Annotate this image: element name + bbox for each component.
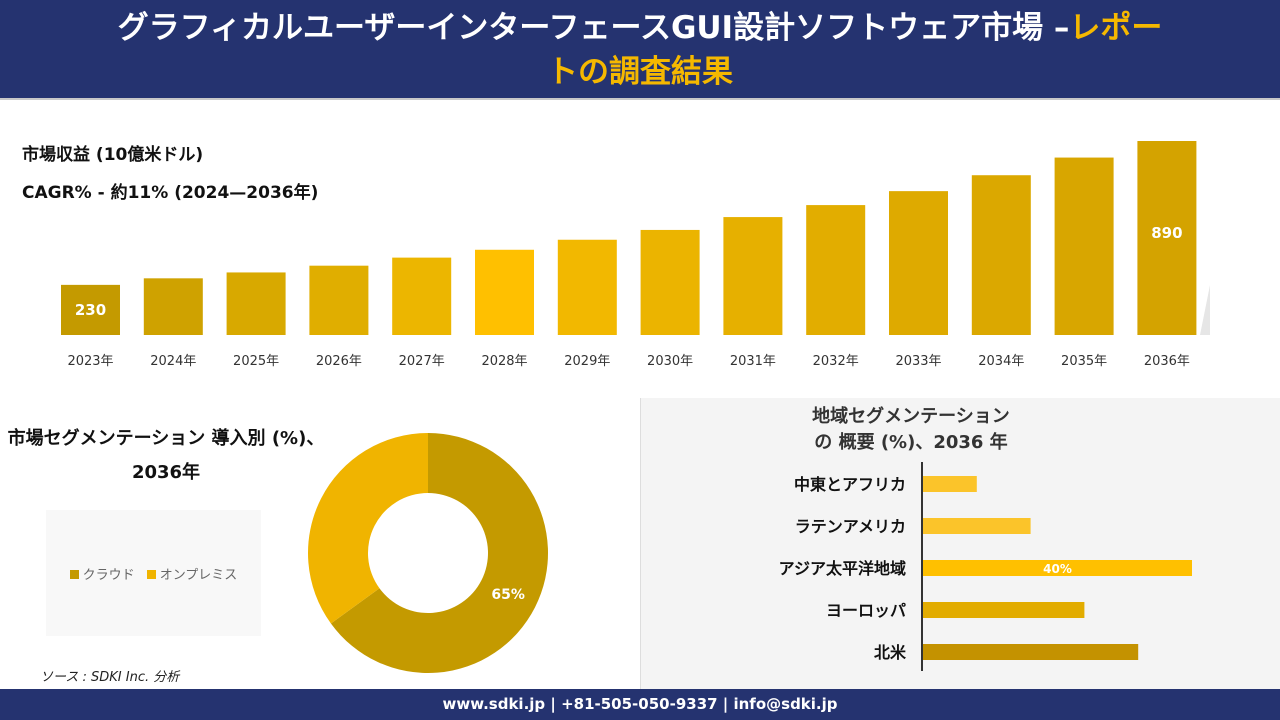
bar-2026年 bbox=[309, 265, 369, 335]
pie-title: 市場セグメンテーション 導入別 (%)、2036年 bbox=[7, 428, 325, 483]
region-label: 北米 bbox=[874, 643, 907, 662]
region-bar-アジア太平洋地域 bbox=[923, 560, 1192, 576]
bar-2023年 bbox=[61, 284, 120, 335]
x-tick-label: 2029年 bbox=[564, 354, 610, 369]
legend-onprem: オンプレミス bbox=[146, 564, 237, 583]
deployment-segment-panel: 市場セグメンテーション 導入別 (%)、2036年 クラウド オンプレミス 65… bbox=[0, 398, 640, 689]
source-note: ソース : SDKI Inc. 分析 bbox=[40, 670, 180, 685]
bar-2031年 bbox=[723, 217, 783, 335]
title-highlight-2: トの調査結果 bbox=[547, 54, 733, 90]
x-tick-label: 2033年 bbox=[895, 354, 941, 369]
region-label: ラテンアメリカ bbox=[795, 517, 906, 536]
bar-2025年 bbox=[226, 272, 286, 335]
x-tick-label: 2036年 bbox=[1144, 354, 1190, 369]
x-tick-label: 2034年 bbox=[978, 354, 1024, 369]
data-label: 230 bbox=[75, 301, 106, 319]
x-tick-label: 2027年 bbox=[399, 354, 445, 369]
bar-2032年 bbox=[806, 205, 866, 335]
x-tick-label: 2024年 bbox=[150, 354, 196, 369]
revenue-bar-chart: 2023年 230 2024年 2025年 2026年 2027年 2028年 2029年 20… bbox=[0, 100, 1280, 398]
donut-label: 65% bbox=[491, 587, 525, 603]
x-tick-label: 2023年 bbox=[67, 354, 113, 369]
x-tick-label: 2030年 bbox=[647, 354, 693, 369]
region-bar-中東とアフリカ bbox=[923, 476, 977, 492]
x-tick-label: 2032年 bbox=[813, 354, 859, 369]
bar-2029年 bbox=[557, 239, 617, 335]
region-bar-北米 bbox=[923, 644, 1139, 660]
revenue-label: 市場収益 (10億米ドル) bbox=[22, 145, 204, 165]
bar-2033年 bbox=[889, 191, 948, 335]
x-tick-label: 2025年 bbox=[233, 354, 279, 369]
region-segment-panel: 地域セグメンテーションの 概要 (%)、2036 年 中東とアフリカ ラテンアメリ… bbox=[640, 398, 1280, 689]
region-title: 地域セグメンテーションの 概要 (%)、2036 年 bbox=[812, 406, 1010, 453]
region-label: 中東とアフリカ bbox=[794, 475, 906, 494]
title-text: グラフィカルユーザーインターフェースGUI設計ソフトウェア市場 – bbox=[117, 10, 1070, 46]
pie-legend: クラウド オンプレミス bbox=[46, 510, 261, 636]
donut-slice-オンプレミス bbox=[308, 433, 428, 624]
x-tick-label: 2026年 bbox=[316, 354, 362, 369]
legend-cloud: クラウド bbox=[69, 564, 135, 583]
region-bar-ヨーロッパ bbox=[923, 602, 1085, 618]
donut-slice-クラウド bbox=[330, 433, 549, 673]
x-tick-label: 2028年 bbox=[481, 354, 527, 369]
cagr-label: CAGR% - 約11% (2024—2036年) bbox=[22, 183, 319, 203]
bar-2024年 bbox=[143, 278, 203, 335]
bar-2027年 bbox=[392, 257, 452, 335]
bar-2036年 bbox=[1137, 141, 1197, 335]
report-header: グラフィカルユーザーインターフェースGUI設計ソフトウェア市場 –レポー トの調… bbox=[0, 0, 1280, 100]
region-label: ヨーロッパ bbox=[826, 601, 906, 620]
x-tick-label: 2035年 bbox=[1061, 354, 1107, 369]
bar-2034年 bbox=[971, 175, 1031, 335]
data-label: 890 bbox=[1151, 224, 1182, 242]
bar-2035年 bbox=[1054, 157, 1114, 335]
footer-contact: www.sdki.jp | +81-505-050-9337 | info@sd… bbox=[0, 689, 1280, 720]
region-label: アジア太平洋地域 bbox=[779, 559, 906, 578]
bar-2030年 bbox=[640, 229, 700, 335]
region-data-label: 40% bbox=[1043, 562, 1072, 576]
region-bar-ラテンアメリカ bbox=[923, 518, 1031, 534]
title-highlight: レポー bbox=[1069, 10, 1163, 46]
x-tick-label: 2031年 bbox=[730, 354, 776, 369]
bar-2028年 bbox=[475, 249, 534, 335]
